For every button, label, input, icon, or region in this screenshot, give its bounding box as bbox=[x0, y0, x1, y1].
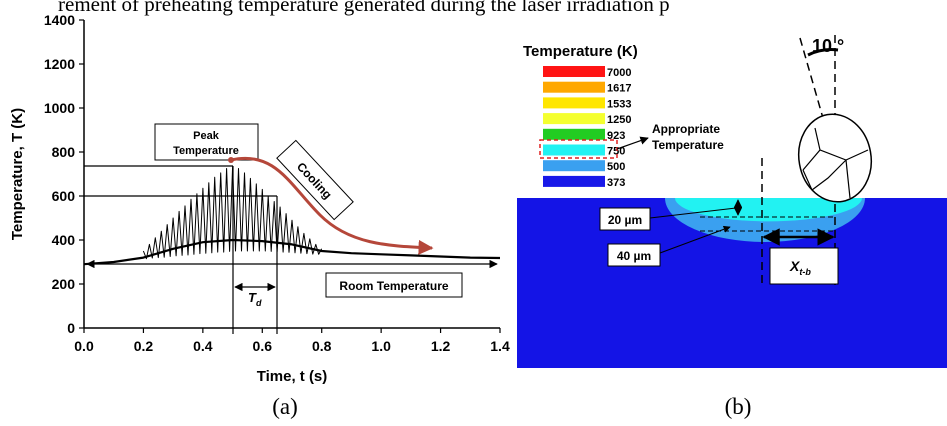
y-tick-label: 800 bbox=[52, 144, 76, 160]
panel-a: Time, t (s) Temperature, T (K) Td Room T… bbox=[9, 12, 510, 385]
peak-label: Temperature bbox=[173, 145, 239, 157]
x-tick-label: 1.0 bbox=[371, 338, 391, 354]
appropriate-label: Temperature bbox=[652, 138, 724, 152]
peak-box bbox=[154, 123, 259, 161]
x-tick-label: 0.2 bbox=[134, 338, 154, 354]
legend-title: Temperature (K) bbox=[523, 43, 638, 60]
header-text: rement of preheating temperature generat… bbox=[58, 0, 670, 16]
peak-dot bbox=[228, 157, 234, 163]
caption-a: (a) bbox=[272, 394, 298, 419]
depth2-box bbox=[607, 243, 661, 267]
y-tick-label: 400 bbox=[52, 232, 76, 248]
legend-swatch bbox=[543, 144, 605, 156]
legend-label: 1533 bbox=[607, 98, 631, 110]
legend-label: 1250 bbox=[607, 114, 631, 126]
room-label: Room Temperature bbox=[339, 279, 448, 293]
y-tick-label: 1200 bbox=[44, 56, 75, 72]
legend-label: 500 bbox=[607, 161, 625, 173]
legend-swatch bbox=[543, 97, 605, 109]
y-axis-label: Temperature, T (K) bbox=[9, 108, 26, 240]
legend-label: 7000 bbox=[607, 67, 631, 79]
heat-zone-inner bbox=[675, 198, 862, 222]
legend-swatch bbox=[543, 113, 605, 125]
legend-swatch bbox=[543, 160, 605, 172]
depth2-label: 40 µm bbox=[617, 249, 651, 263]
caption-b: (b) bbox=[725, 394, 752, 419]
y-tick-label: 600 bbox=[52, 188, 76, 204]
y-tick-label: 1000 bbox=[44, 100, 75, 116]
peak-label: Peak bbox=[193, 130, 220, 142]
line-series bbox=[83, 238, 501, 266]
leader bbox=[649, 207, 737, 219]
depth1-label: 20 µm bbox=[608, 213, 642, 227]
legend: 7000 1617 1533 1250 923 750 500 373 bbox=[543, 66, 631, 189]
legend-label: 923 bbox=[607, 130, 625, 142]
xtb-label: Xt-b bbox=[789, 258, 811, 277]
cooling-box bbox=[276, 139, 354, 221]
xtb-box bbox=[769, 247, 839, 285]
angle-label: 10 ° bbox=[812, 36, 844, 56]
td-label: Td bbox=[248, 290, 262, 308]
leader bbox=[659, 225, 731, 254]
highlight-arrow bbox=[616, 136, 649, 150]
y-tick-label: 1400 bbox=[44, 12, 75, 28]
td-main: T bbox=[248, 290, 257, 305]
tool-head bbox=[797, 113, 873, 203]
y-tick-label: 200 bbox=[52, 276, 76, 292]
room-box bbox=[325, 272, 463, 298]
line-series bbox=[142, 165, 323, 260]
x-tick-label: 0.6 bbox=[253, 338, 273, 354]
legend-label: 750 bbox=[607, 146, 625, 158]
x-tick-label: 0.8 bbox=[312, 338, 332, 354]
angle-arc bbox=[807, 48, 839, 57]
depth1-box bbox=[599, 207, 651, 231]
td-sub: d bbox=[256, 298, 262, 308]
x-tick-label: 0.4 bbox=[193, 338, 213, 354]
tool-facets bbox=[802, 127, 869, 199]
legend-swatch bbox=[543, 175, 605, 187]
panel-b: Temperature (K) 7000 1617 1533 1250 923 750 50… bbox=[517, 35, 947, 368]
x-tick-label: 1.2 bbox=[431, 338, 451, 354]
legend-swatch bbox=[543, 128, 605, 140]
x-tick-label: 0.0 bbox=[74, 338, 94, 354]
xtb-main: X bbox=[789, 258, 801, 274]
x-axis-label: Time, t (s) bbox=[257, 368, 328, 385]
xtb-sub: t-b bbox=[799, 267, 811, 277]
appropriate-label: Appropriate bbox=[652, 122, 720, 136]
cooling-arrow bbox=[230, 156, 434, 255]
legend-swatch bbox=[543, 66, 605, 77]
legend-label: 373 bbox=[607, 177, 625, 189]
y-tick-label: 0 bbox=[67, 320, 75, 336]
legend-swatch bbox=[543, 81, 605, 93]
legend-label: 1617 bbox=[607, 83, 631, 95]
x-tick-label: 1.4 bbox=[490, 338, 510, 354]
